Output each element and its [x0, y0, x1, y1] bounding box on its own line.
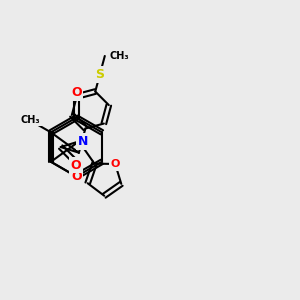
Text: S: S: [95, 68, 104, 81]
Text: O: O: [71, 170, 82, 183]
Text: CH₃: CH₃: [20, 115, 40, 125]
Text: O: O: [71, 86, 82, 99]
Text: CH₃: CH₃: [109, 51, 129, 61]
Text: N: N: [78, 135, 88, 148]
Text: O: O: [110, 159, 120, 169]
Text: O: O: [70, 158, 81, 172]
